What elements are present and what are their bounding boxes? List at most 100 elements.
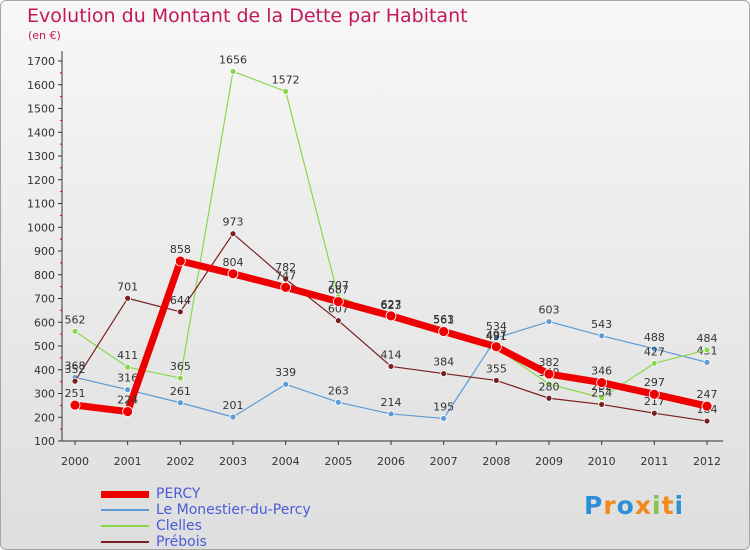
data-point [703, 358, 711, 366]
data-label: 973 [223, 216, 244, 229]
x-tick-label: 2001 [114, 455, 142, 468]
data-point [229, 230, 237, 238]
y-tick-label: 700 [34, 293, 55, 306]
data-label: 382 [539, 356, 560, 369]
y-tick-label: 500 [34, 340, 55, 353]
data-label: 365 [170, 360, 191, 373]
legend-label: Le Monestier-du-Percy [156, 502, 311, 518]
x-tick-label: 2004 [272, 455, 300, 468]
logo-letter: i [652, 491, 662, 520]
legend: PERCY Le Monestier-du-Percy Clelles Prébois [101, 486, 311, 549]
legend-item: Prébois [101, 534, 311, 549]
legend-swatch [101, 525, 149, 527]
data-label: 562 [65, 313, 86, 326]
data-label: 384 [433, 356, 454, 369]
data-label: 1656 [219, 53, 247, 66]
x-tick-label: 2010 [588, 455, 616, 468]
y-tick-label: 1100 [27, 198, 55, 211]
data-label: 346 [591, 365, 612, 378]
data-point [122, 406, 134, 417]
logo-letter: r [603, 491, 617, 520]
data-label: 368 [65, 359, 86, 372]
data-point [545, 380, 553, 388]
data-label: 603 [539, 304, 560, 317]
x-tick-label: 2009 [535, 455, 563, 468]
data-point [227, 268, 239, 280]
data-label: 411 [117, 349, 138, 362]
data-label: 804 [223, 256, 244, 269]
data-label: 563 [433, 313, 454, 326]
y-tick-label: 1300 [27, 150, 55, 163]
data-point [69, 399, 81, 411]
data-point [332, 296, 344, 307]
y-tick-label: 1700 [27, 55, 55, 68]
data-point [176, 308, 184, 316]
logo-letter: o [616, 491, 635, 520]
data-label: 263 [328, 384, 349, 397]
data-label: 534 [486, 320, 507, 333]
data-label: 701 [117, 280, 138, 293]
x-tick-label: 2002 [166, 455, 194, 468]
data-label: 623 [381, 299, 402, 312]
y-tick-label: 1000 [27, 221, 55, 234]
data-point [334, 317, 342, 324]
data-point [280, 281, 292, 293]
data-point [703, 346, 711, 354]
data-point [596, 377, 608, 388]
data-label: 707 [328, 279, 349, 292]
data-point [650, 409, 658, 417]
x-tick-label: 2003 [219, 455, 247, 468]
data-label: 280 [539, 380, 560, 393]
x-tick-label: 2005 [324, 455, 352, 468]
data-point [124, 363, 132, 371]
data-label: 247 [697, 388, 718, 401]
data-point [648, 388, 660, 400]
legend-swatch [101, 509, 149, 511]
data-point [124, 386, 132, 394]
data-point [71, 327, 79, 335]
data-label: 561 [433, 314, 454, 327]
logo-letter: x [634, 491, 652, 520]
legend-item: Clelles [101, 518, 311, 534]
data-point [71, 377, 79, 385]
data-point [385, 310, 397, 322]
y-tick-label: 1600 [27, 79, 55, 92]
y-tick-label: 100 [34, 435, 55, 448]
data-point [545, 394, 553, 402]
data-point [282, 88, 290, 95]
data-label: 195 [433, 400, 454, 413]
data-point [490, 341, 502, 353]
data-label: 352 [65, 363, 86, 376]
logo-letter: P [584, 491, 604, 520]
data-label: 427 [644, 345, 665, 358]
proxiti-logo: Proxiti [584, 491, 684, 520]
data-label: 627 [381, 298, 402, 311]
data-point [598, 394, 606, 402]
data-label: 543 [591, 318, 612, 331]
data-point [703, 417, 711, 425]
data-point [124, 294, 132, 302]
x-tick-label: 2007 [430, 455, 458, 468]
chart-title: Evolution du Montant de la Dette par Hab… [27, 5, 468, 27]
data-point [650, 345, 658, 353]
data-label: 339 [275, 366, 296, 379]
legend-item: Le Monestier-du-Percy [101, 502, 311, 518]
legend-label: PERCY [156, 486, 201, 502]
logo-letter: t [661, 491, 675, 520]
logo-letter: i [674, 491, 685, 520]
x-tick-label: 2008 [482, 455, 510, 468]
y-tick-label: 300 [34, 388, 55, 401]
data-label: 747 [275, 269, 296, 282]
data-point [176, 399, 184, 407]
data-label: 254 [591, 386, 612, 399]
y-tick-label: 600 [34, 316, 55, 329]
data-point [229, 413, 237, 421]
data-point [598, 332, 606, 340]
data-point [174, 255, 186, 267]
y-tick-label: 1400 [27, 126, 55, 139]
legend-label: Clelles [156, 518, 202, 534]
data-label: 484 [697, 332, 718, 345]
data-label: 491 [486, 330, 507, 343]
